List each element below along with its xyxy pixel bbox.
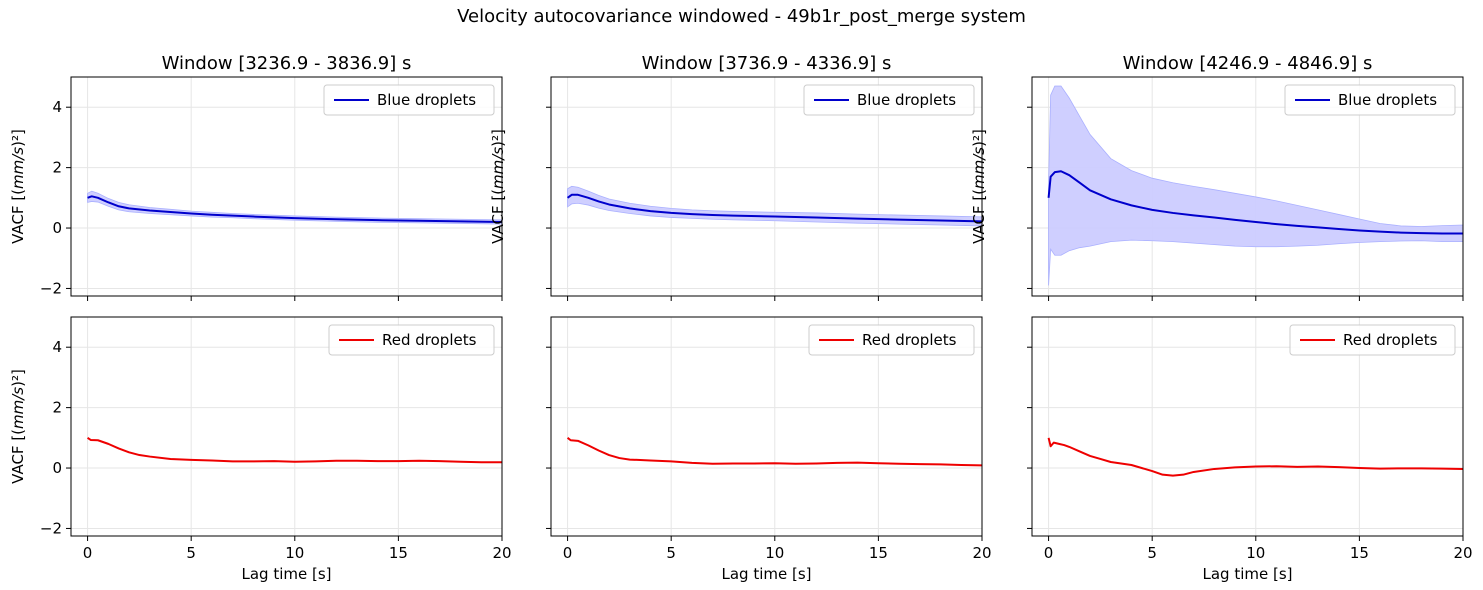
y-tick-label: 4 (52, 98, 62, 116)
subplot-1-1: 0 5 10 15 20 Lag time [s] Red droplets (546, 316, 992, 583)
x-tick-label: 0 (1044, 544, 1054, 562)
series-line (566, 193, 983, 223)
legend-label: Red droplets (862, 331, 957, 349)
figure-suptitle: Velocity autocovariance windowed - 49b1r… (457, 6, 1026, 27)
x-axis-label: Lag time [s] (241, 565, 331, 583)
x-tick-label: 5 (666, 544, 676, 562)
subplot-title: Window [3736.9 - 4336.9] s (642, 53, 892, 74)
y-tick-label: −2 (40, 279, 62, 297)
y-tick-label: 0 (52, 459, 62, 477)
subplot-1-2: 0 5 10 15 20 Lag time [s] Red droplets (1027, 316, 1473, 583)
y-tick-label: 0 (52, 219, 62, 237)
x-axis-label: Lag time [s] (1202, 565, 1292, 583)
subplot-0-0: −2 0 2 4 Window [3236.9 - 3836.9] s VACF [(mm… (9, 53, 503, 301)
axes-frame (70, 76, 503, 297)
legend: Blue droplets (1284, 84, 1456, 116)
x-tick-label: 20 (1453, 544, 1472, 562)
x-tick-label: 0 (563, 544, 573, 562)
x-tick-label: 5 (186, 544, 196, 562)
legend-box (808, 324, 975, 356)
legend-label: Blue droplets (377, 91, 476, 109)
x-tick-label: 15 (869, 544, 888, 562)
x-tick-label: 15 (1350, 544, 1369, 562)
subplot-title: Window [3236.9 - 3836.9] s (162, 53, 412, 74)
legend-box (1284, 84, 1456, 116)
legend: Red droplets (328, 324, 495, 356)
series-line (1047, 437, 1464, 477)
legend-box (803, 84, 975, 116)
legend: Red droplets (1289, 324, 1456, 356)
axes-frame (550, 316, 983, 537)
legend-label: Red droplets (382, 331, 477, 349)
x-tick-label: 5 (1147, 544, 1157, 562)
x-tick-label: 10 (765, 544, 784, 562)
subplot-0-1: Window [3736.9 - 4336.9] s VACF [(mm/s)²]… (489, 53, 983, 301)
x-axis-label: Lag time [s] (721, 565, 811, 583)
x-tick-label: 10 (1246, 544, 1265, 562)
series-line (87, 437, 502, 464)
x-tick-label: 20 (972, 544, 991, 562)
subplot-title: Window [4246.9 - 4846.9] s (1123, 53, 1373, 74)
subplot-1-0: 0 5 10 15 20 −2 0 2 4 Lag time [s] VACF [(mm/s)²] R… (9, 316, 512, 583)
subplot-0-2: Window [4246.9 - 4846.9] s VACF [(mm/s)²]… (970, 53, 1464, 301)
x-tick-label: 20 (492, 544, 511, 562)
legend-box (323, 84, 495, 116)
y-tick-label: 2 (52, 399, 62, 417)
legend-label: Blue droplets (1338, 91, 1437, 109)
legend: Blue droplets (803, 84, 975, 116)
series-line (87, 195, 503, 223)
legend-label: Blue droplets (857, 91, 956, 109)
y-axis-label: VACF [(mm/s)²] (489, 129, 507, 244)
y-tick-label: 4 (52, 338, 62, 356)
y-axis-label: VACF [(mm/s)²] (9, 129, 27, 244)
legend-box (328, 324, 495, 356)
y-tick-label: −2 (40, 519, 62, 537)
axes-frame (70, 316, 503, 537)
y-axis-label: VACF [(mm/s)²] (970, 129, 988, 244)
x-tick-label: 0 (83, 544, 93, 562)
legend-box (1289, 324, 1456, 356)
x-tick-label: 15 (389, 544, 408, 562)
legend-label: Red droplets (1343, 331, 1438, 349)
axes-frame (550, 76, 983, 297)
x-tick-label: 10 (285, 544, 304, 562)
legend: Blue droplets (323, 84, 495, 116)
axes-frame (1031, 316, 1464, 537)
y-tick-label: 2 (52, 159, 62, 177)
series-line (566, 437, 983, 467)
axes-frame (1031, 76, 1464, 297)
series-line (1047, 170, 1463, 235)
legend: Red droplets (808, 324, 975, 356)
y-axis-label: VACF [(mm/s)²] (9, 369, 27, 484)
